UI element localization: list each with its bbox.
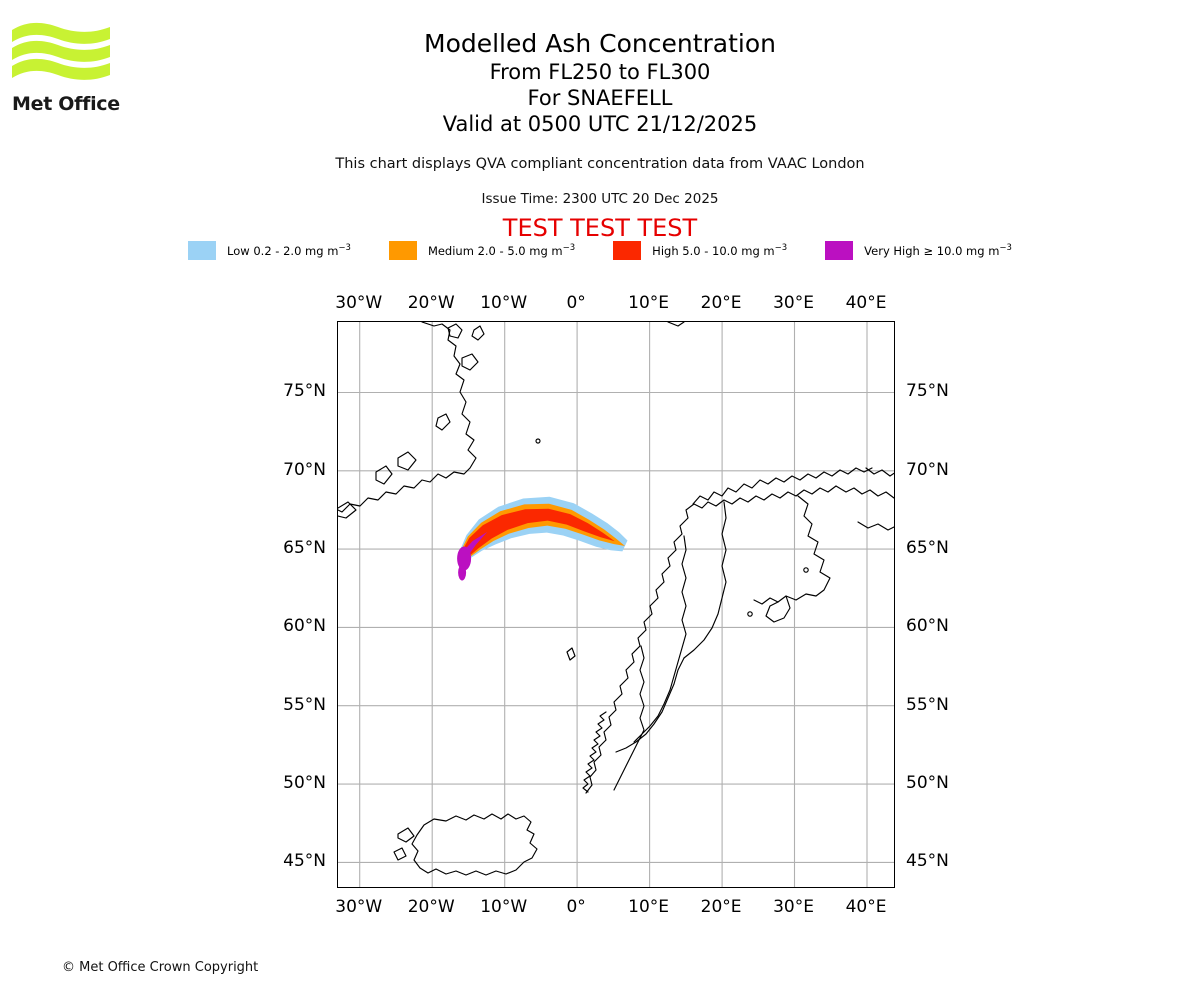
coastlines	[338, 322, 894, 876]
lat-tick-right-75°N: 75°N	[906, 381, 949, 402]
lon-tick-bottom-40°E: 40°E	[845, 897, 887, 917]
lon-tick-top-10°W: 10°W	[480, 293, 528, 313]
met-office-wave-mark	[12, 22, 110, 80]
legend-very-high-swatch	[825, 241, 854, 260]
valid-time-line: Valid at 0500 UTC 21/12/2025	[442, 112, 758, 136]
lat-tick-right-45°N: 45°N	[906, 851, 949, 872]
lon-tick-top-30°W: 30°W	[335, 293, 383, 313]
lon-tick-bottom-10°E: 10°E	[628, 897, 670, 917]
ash-concentration-map: 30°W 30°W 20°W 20°W 10°W 10°W 0° 0° 10°E 10°E 20°E…	[283, 293, 949, 917]
legend-medium: Medium 2.0 - 5.0 mg m−3	[388, 241, 613, 260]
legend-high: High 5.0 - 10.0 mg m−3	[613, 241, 825, 260]
lon-tick-top-10°E: 10°E	[628, 293, 670, 313]
met-office-logo: Met Office	[12, 22, 122, 115]
plume-source-tail	[458, 564, 467, 581]
lon-tick-bottom-30°W: 30°W	[335, 897, 383, 917]
legend-very-high: Very High ≥ 10.0 mg m−3	[825, 241, 1012, 260]
test-banner: TEST TEST TEST	[502, 214, 698, 242]
lat-tick-left-60°N: 60°N	[283, 616, 326, 637]
lon-tick-bottom-20°W: 20°W	[407, 897, 455, 917]
legend-high-label: High 5.0 - 10.0 mg m−3	[652, 243, 788, 258]
page-title: Modelled Ash Concentration	[424, 29, 776, 58]
map-canvas	[338, 322, 894, 887]
qva-note: This chart displays QVA compliant concen…	[335, 156, 865, 172]
copyright-notice: © Met Office Crown Copyright	[62, 960, 259, 975]
lon-tick-bottom-10°W: 10°W	[480, 897, 528, 917]
lon-tick-top-0°: 0°	[566, 293, 586, 313]
lat-tick-left-75°N: 75°N	[283, 381, 326, 402]
lat-tick-left-55°N: 55°N	[283, 694, 326, 715]
legend-high-swatch	[613, 241, 642, 260]
flight-level-line: From FL250 to FL300	[489, 60, 711, 84]
legend-medium-swatch	[388, 241, 417, 260]
legend-medium-label: Medium 2.0 - 5.0 mg m−3	[427, 243, 576, 258]
lat-tick-left-50°N: 50°N	[283, 773, 326, 794]
met-office-logo-text: Met Office	[12, 93, 120, 115]
chart-title-block: Modelled Ash Concentration From FL250 to…	[0, 28, 1200, 137]
lon-tick-top-20°E: 20°E	[700, 293, 742, 313]
plume-source-very-high	[457, 546, 472, 571]
concentration-legend: Low 0.2 - 2.0 mg m−3 Medium 2.0 - 5.0 mg …	[0, 241, 1200, 260]
lat-tick-right-70°N: 70°N	[906, 459, 949, 480]
legend-low: Low 0.2 - 2.0 mg m−3	[188, 241, 389, 260]
lat-tick-left-70°N: 70°N	[283, 459, 326, 480]
graticule-grid	[338, 322, 894, 887]
lon-tick-bottom-20°E: 20°E	[700, 897, 742, 917]
legend-very-high-label: Very High ≥ 10.0 mg m−3	[864, 243, 1012, 258]
lon-tick-bottom-30°E: 30°E	[773, 897, 814, 917]
lat-tick-right-55°N: 55°N	[906, 694, 949, 715]
lon-tick-top-30°E: 30°E	[773, 293, 814, 313]
lat-tick-left-45°N: 45°N	[283, 851, 326, 872]
lat-tick-right-60°N: 60°N	[906, 616, 949, 637]
lat-tick-right-65°N: 65°N	[906, 538, 949, 559]
lat-tick-right-50°N: 50°N	[906, 773, 949, 794]
map-frame	[337, 321, 895, 888]
volcano-name-line: For SNAEFELL	[527, 86, 673, 110]
issue-time: Issue Time: 2300 UTC 20 Dec 2025	[481, 191, 719, 207]
lon-tick-top-20°W: 20°W	[407, 293, 455, 313]
lon-tick-bottom-0°: 0°	[566, 897, 586, 917]
lon-tick-top-40°E: 40°E	[845, 293, 887, 313]
legend-low-label: Low 0.2 - 2.0 mg m−3	[227, 243, 351, 258]
plume-high	[461, 508, 625, 558]
ash-plume-bands	[457, 496, 628, 581]
lat-tick-left-65°N: 65°N	[283, 538, 326, 559]
legend-low-swatch	[188, 241, 217, 260]
